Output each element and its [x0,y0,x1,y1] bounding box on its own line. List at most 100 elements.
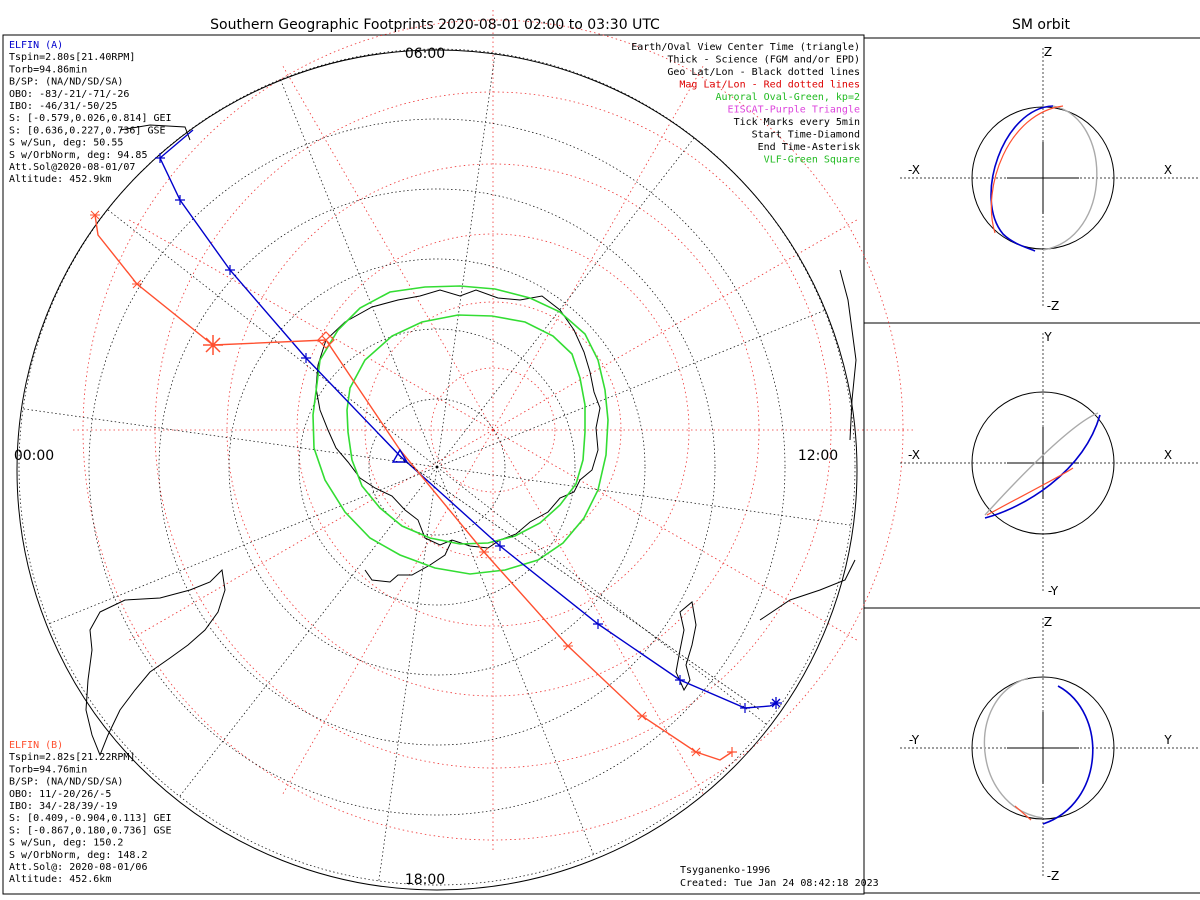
map-horizon [16,49,858,891]
orbit-elfin-a [984,414,1101,519]
magnetic-grid [73,10,913,850]
orbit-elfin-b [986,467,1074,516]
orbit-back [1042,105,1098,251]
legend: Earth/Oval View Center Time (triangle) Th… [631,42,860,166]
legend-entry: VLF-Green Square [764,155,860,166]
geo-lat-circle [88,118,786,816]
orbit-back [984,412,1099,516]
panel-left-label: -Y [909,733,920,747]
panel-bottom-label: -Y [1048,584,1059,598]
legend-entry: EISCAT-Purple Triangle [728,105,860,116]
panel-bottom-label: -Z [1047,299,1060,313]
elfin-b-info-line: S w/OrbNorm, deg: 148.2 [9,850,147,861]
orbit-elfin-b [1014,805,1032,821]
mag-lon-line [492,219,857,431]
geo-lon-line [378,466,438,883]
auroral-oval-inner [346,314,586,545]
elfin-a-footprint [159,129,777,709]
geo-lon-line [279,77,438,468]
elfin-a-info-line: Tspin=2.80s[21.40RPM] [9,52,135,63]
view-center-triangle [391,448,409,463]
africa-tip [119,124,191,141]
main-title: Southern Geographic Footprints 2020-08-0… [210,17,660,33]
geo-lon-line [21,408,438,468]
elfin-a-info-line: S w/OrbNorm, deg: 94.85 [9,150,147,161]
elfin-b-info-line: S: [-0.867,0.180,0.736] GSE [9,825,172,836]
orbit-elfin-b [990,105,1064,234]
elfin-b-info-line: Torb=94.76min [9,764,87,775]
elfin-a-tick [155,153,165,163]
panel-crosshair [1007,712,1079,784]
geo-lat-circle [158,188,716,746]
elfin-b-tick [637,711,647,721]
view-center-line [399,457,761,711]
clock-left: 00:00 [14,448,54,464]
antarctic-peninsula [364,539,453,583]
right-coast [839,269,857,441]
panel-bottom-label: -Z [1047,869,1060,883]
geo-lon-line [47,466,438,625]
orbit-elfin-a [1042,685,1094,825]
clock-top: 06:00 [405,46,445,62]
orbit-elfin-a [990,105,1054,252]
elfin-b-info-line: Att.Sol@: 2020-08-01/06 [9,862,147,873]
elfin-a-info-line: Att.Sol@2020-08-01/07 [9,162,135,173]
panel-left-label: -X [908,448,920,462]
elfin-a-info-header: ELFIN (A) [9,40,63,51]
mag-lon-line [129,219,494,431]
sm-orbit-panels: Z -Z -X X Y -Y -X X Z -Z -Y Y [900,45,1198,883]
elfin-a-info-line: B/SP: (NA/ND/SD/SA) [9,77,123,88]
elfin-a-info-line: OBO: -83/-21/-71/-26 [9,89,129,100]
panel-top-label: Y [1043,330,1052,344]
sm-panel-1: Z -Z -X X [900,45,1198,313]
elfin-b-end-asterisk [727,747,737,757]
clock-right: 12:00 [798,448,838,464]
elfin-b-info-header: ELFIN (B) [9,740,63,751]
elfin-a-tick [301,353,311,363]
panel-crosshair [1007,142,1079,214]
elfin-b-tick [90,210,100,220]
south-america [85,568,226,757]
elfin-a-info-line: S: [-0.579,0.026,0.814] GEI [9,113,172,124]
new-zealand [675,601,697,692]
sm-panel-3: Z -Z -Y Y [900,615,1198,883]
panel-left-label: -X [908,163,920,177]
elfin-a-tick [675,675,685,685]
panel-right-label: Y [1163,733,1172,747]
elfin-b-info-line: OBO: 11/-20/26/-5 [9,789,111,800]
legend-entry: Thick - Science (FGM and/or EPD) [667,55,860,66]
model-label: Tsyganenko-1996 [680,865,770,876]
elfin-b-tick [691,747,701,757]
elfin-b-info-line: S: [0.409,-0.904,0.113] GEI [9,813,172,824]
mag-lon-line [282,429,494,794]
polar-map: 06:00 12:00 18:00 00:00 [14,10,913,891]
elfin-b-start-diamond [317,331,335,349]
panel-crosshair [1007,427,1079,499]
elfin-a-end-asterisk [770,697,782,709]
elfin-b-info: ELFIN (B)Tspin=2.82s[21.22RPM]Torb=94.76… [9,740,172,885]
panel-top-label: Z [1044,615,1052,629]
map-frame [2,34,865,895]
panel-right-label: X [1164,163,1172,177]
elfin-a-info: ELFIN (A)Tspin=2.80s[21.40RPM]Torb=94.86… [9,40,172,185]
legend-entry: Earth/Oval View Center Time (triangle) [631,42,860,53]
auroral-oval-outer [312,285,609,575]
geo-lat-circle [368,398,506,536]
sm-panel-2: Y -Y -X X [900,330,1198,598]
elfin-b-info-line: B/SP: (NA/ND/SD/SA) [9,777,123,788]
elfin-b-tick [132,279,142,289]
legend-entry: Mag Lat/Lon - Red dotted lines [679,80,860,91]
geo-lon-line [436,466,769,726]
geo-lon-line [105,208,438,468]
elfin-b-ticks [90,210,701,757]
elfin-a-tick [175,195,185,205]
elfin-a-info-line: IBO: -46/31/-50/25 [9,101,117,112]
earth-circle [971,391,1115,535]
antarctica-coast [315,289,601,549]
elfin-a-tick [740,703,750,713]
mag-lat-circle [296,233,690,627]
legend-entry: Auroral Oval-Green, kp=2 [716,92,861,103]
geo-lon-line [436,309,827,468]
legend-entry: End Time-Asterisk [758,142,860,153]
